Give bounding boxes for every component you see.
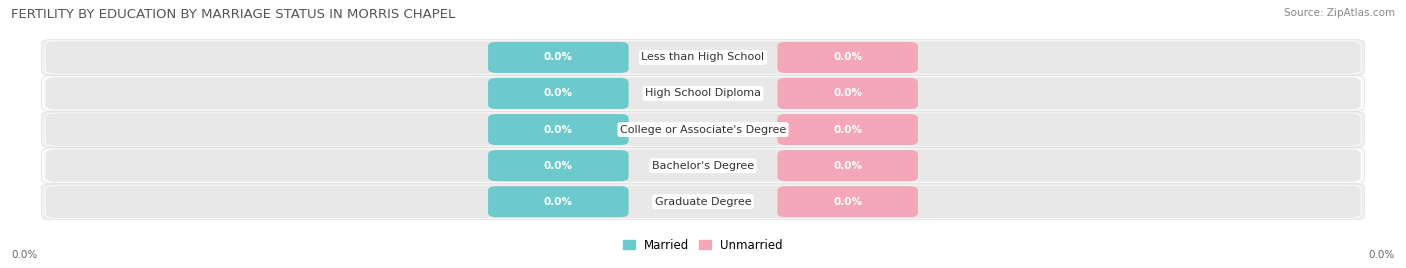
FancyBboxPatch shape [45,149,1361,182]
FancyBboxPatch shape [778,186,918,217]
Text: Graduate Degree: Graduate Degree [655,197,751,207]
FancyBboxPatch shape [488,114,628,145]
FancyBboxPatch shape [45,77,1361,110]
Text: 0.0%: 0.0% [11,250,38,260]
Text: 0.0%: 0.0% [834,88,862,99]
FancyBboxPatch shape [778,42,918,73]
FancyBboxPatch shape [778,78,918,109]
Text: Bachelor's Degree: Bachelor's Degree [652,161,754,171]
Text: 0.0%: 0.0% [834,161,862,171]
FancyBboxPatch shape [488,150,628,181]
Text: Less than High School: Less than High School [641,53,765,62]
Text: 0.0%: 0.0% [834,53,862,62]
FancyBboxPatch shape [488,186,628,217]
FancyBboxPatch shape [778,150,918,181]
Text: Source: ZipAtlas.com: Source: ZipAtlas.com [1284,8,1395,18]
FancyBboxPatch shape [42,76,1364,111]
FancyBboxPatch shape [488,42,628,73]
Text: 0.0%: 0.0% [834,197,862,207]
Text: 0.0%: 0.0% [544,125,572,135]
Text: High School Diploma: High School Diploma [645,88,761,99]
Text: 0.0%: 0.0% [544,161,572,171]
Text: 0.0%: 0.0% [834,125,862,135]
Text: College or Associate's Degree: College or Associate's Degree [620,125,786,135]
Text: 0.0%: 0.0% [544,53,572,62]
FancyBboxPatch shape [45,185,1361,218]
FancyBboxPatch shape [45,113,1361,146]
FancyBboxPatch shape [45,41,1361,74]
FancyBboxPatch shape [42,40,1364,75]
FancyBboxPatch shape [42,112,1364,147]
Legend: Married, Unmarried: Married, Unmarried [620,235,786,255]
Text: 0.0%: 0.0% [544,197,572,207]
FancyBboxPatch shape [42,184,1364,219]
Text: 0.0%: 0.0% [1368,250,1395,260]
Text: 0.0%: 0.0% [544,88,572,99]
Text: FERTILITY BY EDUCATION BY MARRIAGE STATUS IN MORRIS CHAPEL: FERTILITY BY EDUCATION BY MARRIAGE STATU… [11,8,456,21]
FancyBboxPatch shape [488,78,628,109]
FancyBboxPatch shape [778,114,918,145]
FancyBboxPatch shape [42,148,1364,183]
